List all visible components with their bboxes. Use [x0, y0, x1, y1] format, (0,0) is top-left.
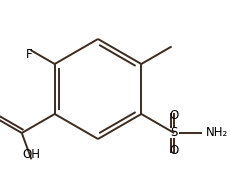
Text: S: S	[170, 126, 178, 139]
Text: F: F	[26, 48, 33, 61]
Text: O: O	[170, 109, 179, 122]
Text: O: O	[170, 144, 179, 157]
Text: OH: OH	[22, 148, 40, 161]
Text: NH₂: NH₂	[206, 126, 228, 139]
